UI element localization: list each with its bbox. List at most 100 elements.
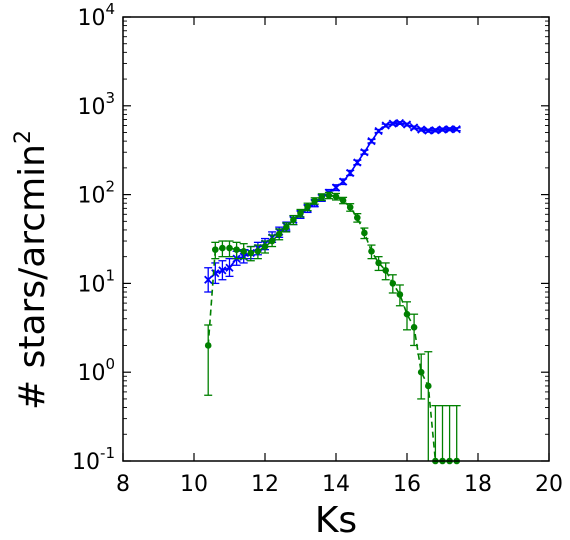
data-point xyxy=(445,125,454,134)
data-point xyxy=(290,216,297,224)
series-1 xyxy=(204,118,461,293)
y-tick-label-base: 10 xyxy=(77,184,105,209)
data-point xyxy=(254,247,262,255)
data-point xyxy=(346,168,355,178)
y-tick-label-exponent: 3 xyxy=(105,89,115,107)
data-point-stroke xyxy=(417,125,426,134)
data-point-stroke xyxy=(438,125,447,134)
data-point xyxy=(275,230,283,238)
data-point xyxy=(346,203,354,211)
x-tick-label: 14 xyxy=(322,472,350,497)
y-tick-label-exponent: 1 xyxy=(105,266,115,284)
data-point xyxy=(409,123,419,132)
data-point-stroke xyxy=(353,158,362,167)
data-point xyxy=(361,229,368,237)
data-point xyxy=(388,119,397,128)
series-2 xyxy=(204,191,461,465)
data-point xyxy=(325,192,333,199)
y-tick-label-base: 10 xyxy=(77,272,105,297)
data-point xyxy=(368,247,375,255)
data-point xyxy=(367,137,376,146)
x-tick-label: 18 xyxy=(464,472,492,497)
data-point xyxy=(204,342,212,349)
data-point xyxy=(283,223,290,231)
data-point xyxy=(425,382,432,390)
data-point xyxy=(395,118,405,128)
data-point xyxy=(204,275,213,284)
series-line xyxy=(207,122,457,281)
y-tick-label-base: 10 xyxy=(77,6,105,31)
y-axis-label-superscript: 2 xyxy=(11,130,36,144)
x-axis-ticks: 8 10 12 14 16 18 20 xyxy=(116,17,563,497)
x-tick-label: 16 xyxy=(393,472,421,497)
data-point xyxy=(354,214,361,221)
y-axis-label-text: # stars/arcmin xyxy=(12,144,53,410)
data-point xyxy=(331,183,341,192)
data-point xyxy=(417,368,425,376)
data-point-stroke xyxy=(331,183,341,192)
data-point xyxy=(332,193,340,200)
data-point xyxy=(389,280,397,287)
data-point xyxy=(374,126,383,136)
plot-area xyxy=(204,118,461,465)
data-point-stroke xyxy=(381,121,390,130)
data-point-stroke xyxy=(388,119,397,128)
data-point xyxy=(304,203,311,211)
data-point xyxy=(225,263,234,272)
data-point xyxy=(212,246,219,253)
x-tick-label: 20 xyxy=(535,472,563,497)
y-tick-label: 103 xyxy=(77,89,115,120)
data-point xyxy=(311,197,319,205)
data-point-stroke xyxy=(218,266,227,275)
y-tick-label: 100 xyxy=(77,355,115,386)
data-point-stroke xyxy=(452,125,461,134)
data-point xyxy=(261,243,269,250)
data-point xyxy=(396,291,404,298)
data-point-stroke xyxy=(225,263,234,272)
data-point-stroke xyxy=(445,125,454,134)
y-tick-label-exponent: -1 xyxy=(100,444,115,462)
data-point xyxy=(382,267,390,274)
svg-text:# stars/arcmin2: # stars/arcmin2 xyxy=(11,130,53,410)
data-point xyxy=(226,244,233,252)
data-point xyxy=(338,177,348,186)
data-point xyxy=(339,197,347,204)
data-point xyxy=(360,148,369,157)
data-point xyxy=(424,126,433,135)
data-point xyxy=(417,125,426,134)
x-axis-label: Ks xyxy=(315,500,357,540)
data-point-stroke xyxy=(431,126,440,135)
data-point-stroke xyxy=(395,118,405,128)
data-point xyxy=(247,249,255,257)
data-point-stroke xyxy=(409,123,419,132)
data-point xyxy=(402,120,412,129)
data-point xyxy=(218,266,227,275)
y-tick-label: 101 xyxy=(77,266,115,297)
x-tick-label: 10 xyxy=(180,472,208,497)
data-point-stroke xyxy=(346,168,355,178)
data-point xyxy=(410,324,418,331)
y-tick-label-exponent: 2 xyxy=(105,178,115,196)
y-tick-label: 10-1 xyxy=(72,444,115,475)
data-point-stroke xyxy=(338,177,348,186)
data-point xyxy=(240,247,247,255)
data-point-stroke xyxy=(367,137,376,146)
y-tick-label-exponent: 4 xyxy=(105,0,115,18)
y-tick-label-exponent: 0 xyxy=(105,355,115,373)
data-point xyxy=(219,244,226,252)
data-point xyxy=(438,125,447,134)
y-tick-label: 104 xyxy=(77,0,115,31)
data-point-stroke xyxy=(374,126,383,136)
data-point xyxy=(353,158,362,167)
plot-frame xyxy=(122,16,550,462)
series-line xyxy=(207,194,457,462)
y-tick-label: 102 xyxy=(77,178,115,209)
data-point xyxy=(403,310,411,318)
data-point-stroke xyxy=(360,148,369,157)
data-point xyxy=(375,259,382,267)
data-point-stroke xyxy=(402,120,412,129)
data-point-stroke xyxy=(424,126,433,135)
data-point xyxy=(233,246,240,253)
